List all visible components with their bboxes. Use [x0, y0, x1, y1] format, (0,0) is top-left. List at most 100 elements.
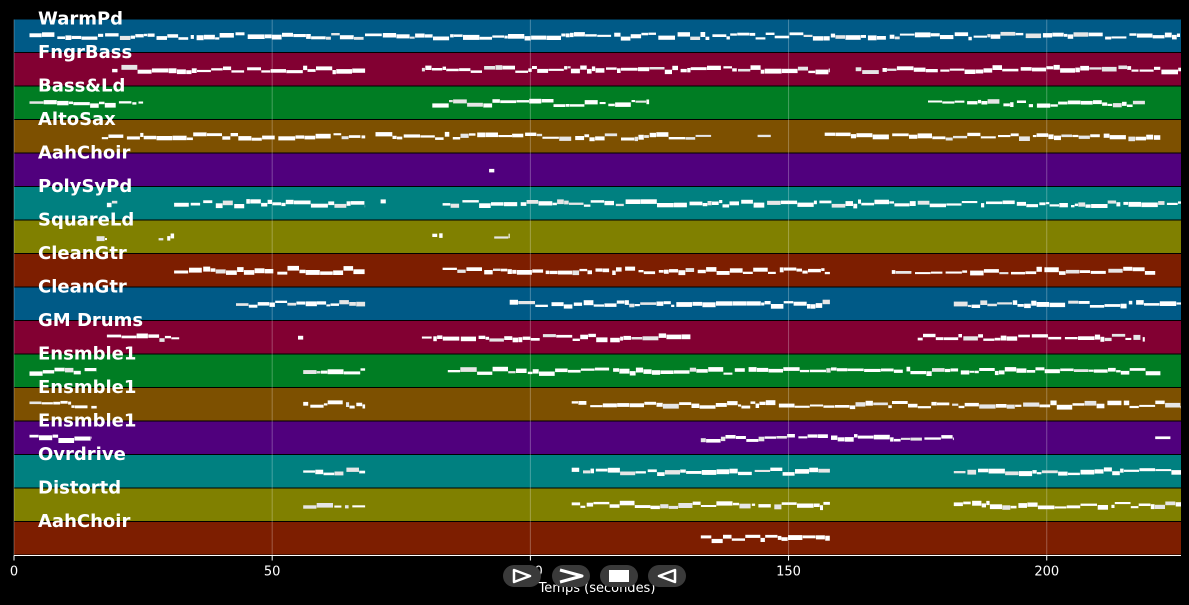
note [1158, 201, 1165, 205]
track-label: AltoSax [38, 109, 116, 130]
note [952, 403, 959, 406]
note [964, 402, 979, 407]
note [696, 369, 708, 373]
stop-button[interactable] [600, 565, 638, 587]
note [361, 135, 366, 139]
note [856, 133, 873, 138]
note [726, 36, 730, 40]
note [1059, 271, 1066, 275]
note [707, 65, 721, 70]
note [449, 100, 453, 103]
note [532, 66, 537, 69]
note [988, 468, 1005, 474]
note [822, 299, 830, 305]
note [981, 203, 985, 208]
note [687, 68, 691, 73]
note [1045, 202, 1050, 205]
note [1078, 301, 1090, 304]
note [978, 468, 989, 473]
note [755, 403, 760, 408]
note [892, 401, 908, 404]
note [1036, 472, 1042, 475]
note [555, 368, 568, 373]
note [420, 135, 435, 138]
note [967, 101, 978, 105]
note [1015, 32, 1024, 36]
note [254, 268, 265, 274]
note [789, 32, 804, 36]
note [489, 338, 504, 342]
note-segment [380, 199, 386, 204]
note [635, 100, 647, 103]
play-button[interactable] [503, 565, 541, 587]
note [631, 100, 636, 103]
note [945, 137, 953, 141]
note [644, 401, 657, 405]
note [889, 34, 895, 39]
note [767, 200, 781, 205]
note [356, 402, 363, 407]
note [421, 336, 432, 339]
note [479, 36, 492, 40]
note [41, 402, 53, 405]
track-label: AahChoir [38, 143, 130, 164]
note [119, 35, 131, 40]
note-segment [489, 168, 495, 173]
note [222, 136, 231, 140]
note [330, 303, 339, 306]
note [1019, 471, 1033, 477]
note [1123, 266, 1133, 271]
note [1072, 403, 1085, 406]
note [327, 369, 344, 375]
note [587, 270, 592, 275]
note [1112, 471, 1120, 476]
note [910, 437, 922, 441]
note-segment [1155, 436, 1171, 440]
note [779, 267, 784, 273]
note [305, 301, 317, 307]
note [1104, 337, 1112, 342]
note [73, 370, 81, 375]
note-segment [303, 368, 366, 375]
forward-button[interactable] [552, 565, 590, 587]
note [944, 337, 959, 341]
note [68, 101, 73, 105]
note [583, 300, 594, 306]
track-label: Ensmble1 [38, 411, 136, 432]
note [564, 66, 568, 70]
note [1060, 68, 1075, 73]
note [917, 133, 932, 139]
note [1108, 367, 1116, 372]
note [1026, 204, 1038, 208]
note [1072, 134, 1079, 138]
note [1050, 104, 1058, 107]
note [529, 98, 542, 104]
note [954, 32, 969, 37]
note [706, 267, 717, 272]
note [551, 302, 564, 307]
note [753, 202, 765, 208]
note [858, 199, 861, 204]
note [604, 200, 614, 206]
note [1145, 371, 1161, 376]
note [580, 505, 586, 508]
note [635, 471, 646, 474]
note [1139, 468, 1156, 472]
note [1112, 103, 1122, 108]
note [1138, 503, 1151, 506]
note [942, 101, 955, 104]
note [1011, 271, 1026, 275]
note [275, 300, 288, 303]
note [1048, 336, 1062, 340]
note [787, 434, 795, 438]
rewind-button[interactable] [648, 565, 686, 587]
note [909, 201, 916, 206]
note-segment [303, 400, 366, 409]
note [895, 271, 912, 274]
track-label: CleanGtr [38, 277, 127, 298]
note [265, 34, 272, 39]
note [1078, 135, 1090, 139]
note [211, 68, 223, 71]
note [981, 101, 988, 105]
note [900, 437, 911, 440]
